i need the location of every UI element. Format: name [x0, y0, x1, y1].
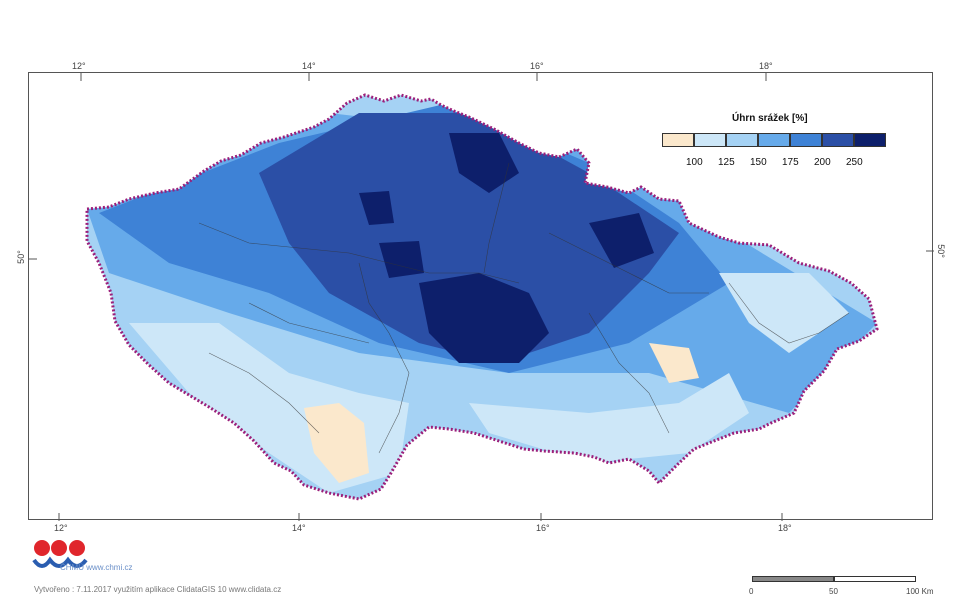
- lat-label-left: 50°: [15, 250, 26, 264]
- legend-label: 125: [718, 157, 735, 168]
- legend-swatch: [854, 133, 886, 147]
- lon-label-bottom-12: 12°: [54, 523, 68, 533]
- legend-swatch: [726, 133, 758, 147]
- precipitation-map[interactable]: [29, 73, 934, 521]
- legend-swatch: [790, 133, 822, 147]
- footer-text: Vytvořeno : 7.11.2017 využitím aplikace …: [34, 585, 282, 594]
- lon-label-top-16: 16°: [530, 61, 544, 71]
- lon-label-bottom-14: 14°: [292, 523, 306, 533]
- scale-bar-right: [834, 576, 916, 582]
- chmu-logo: [32, 540, 88, 568]
- lon-label-bottom-16: 16°: [536, 523, 550, 533]
- legend-swatch: [694, 133, 726, 147]
- legend-swatch: [662, 133, 694, 147]
- legend-label: 150: [750, 157, 767, 168]
- legend-title: Úhrn srážek [%]: [732, 113, 808, 124]
- lon-label-bottom-18: 18°: [778, 523, 792, 533]
- legend-label: 175: [782, 157, 799, 168]
- scale-label-0: 0: [749, 587, 754, 596]
- legend-swatch: [822, 133, 854, 147]
- lon-label-top-14: 14°: [302, 61, 316, 71]
- lon-label-top-12: 12°: [72, 61, 86, 71]
- scale-label-50: 50: [829, 587, 838, 596]
- legend-label: 200: [814, 157, 831, 168]
- scale-label-100: 100 Km: [906, 587, 934, 596]
- lat-label-right: 50°: [935, 244, 946, 258]
- legend-label: 100: [686, 157, 703, 168]
- legend-swatch: [758, 133, 790, 147]
- scale-bar-left: [752, 576, 834, 582]
- legend-label: 250: [846, 157, 863, 168]
- lon-label-top-18: 18°: [759, 61, 773, 71]
- logo-text: ČHMÚ www.chmi.cz: [60, 563, 133, 572]
